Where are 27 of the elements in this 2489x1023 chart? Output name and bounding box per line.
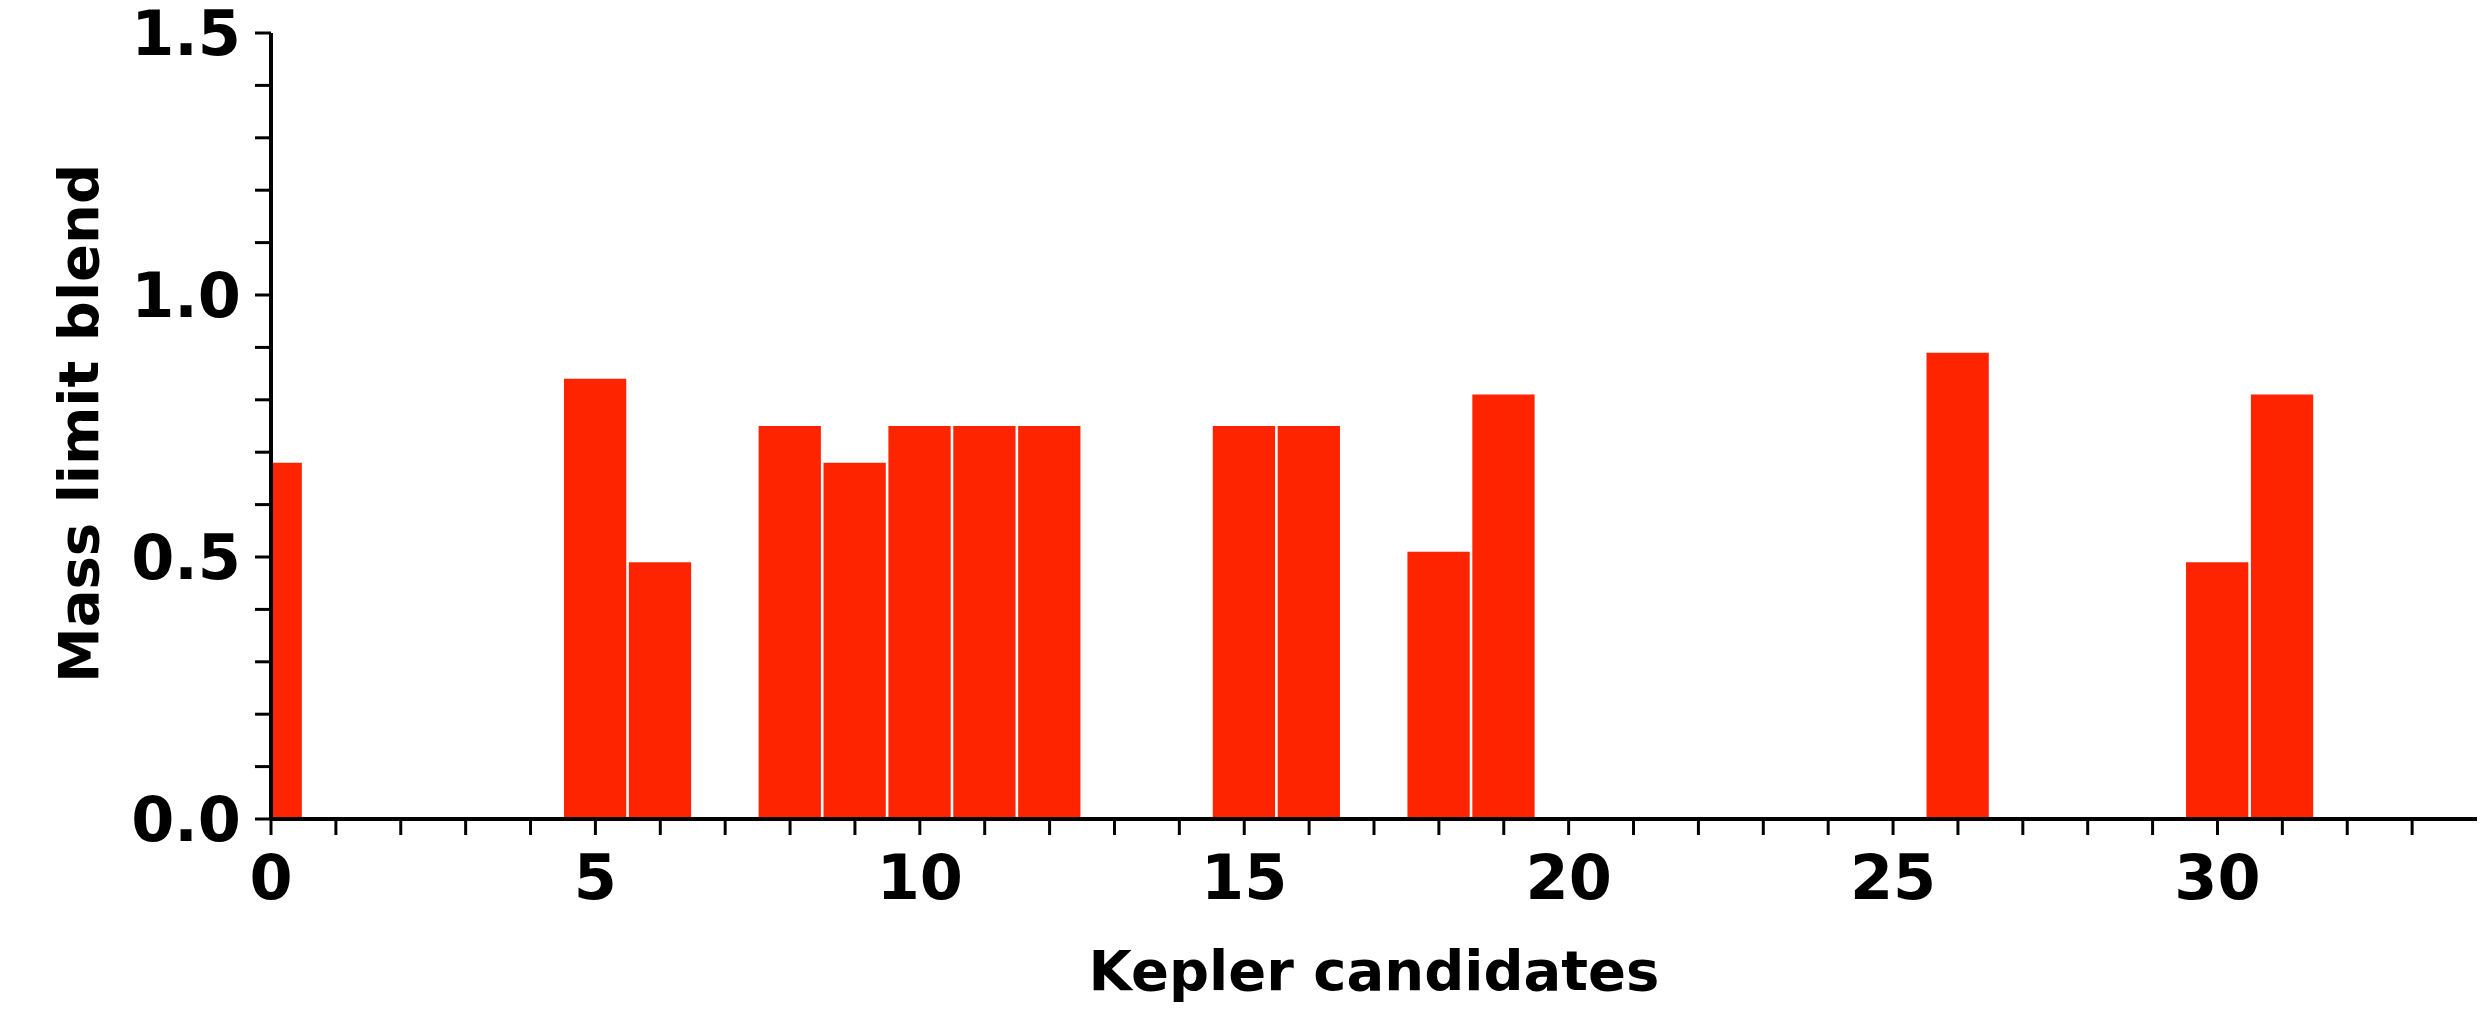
bar [888,426,951,819]
bar [1407,551,1470,819]
bar [1926,352,1989,819]
bar [1277,426,1340,819]
bar [758,426,821,819]
bar [628,562,692,819]
y-tick-label: 0.5 [131,521,241,595]
bar [2250,394,2314,819]
bar [1212,426,1276,819]
x-tick-label: 5 [573,841,617,915]
bar [1018,426,1081,819]
y-tick-label: 1.0 [131,259,241,333]
x-tick-label: 0 [249,841,293,915]
bar [563,378,627,819]
x-tick-label: 15 [1201,841,1288,915]
bar [1472,394,1535,819]
x-tick-label: 20 [1525,841,1612,915]
x-tick-label: 30 [2174,841,2261,915]
y-tick-label: 0.0 [131,783,241,857]
bar [823,462,886,819]
y-axis-title: Mass limit blend [45,162,111,686]
x-tick-label: 25 [1849,841,1937,915]
x-axis-title: Kepler candidates [1087,938,1661,1003]
x-tick-label: 10 [876,841,963,915]
bar [953,426,1016,819]
y-tick-label: 1.5 [131,0,241,71]
bar [2186,562,2249,819]
